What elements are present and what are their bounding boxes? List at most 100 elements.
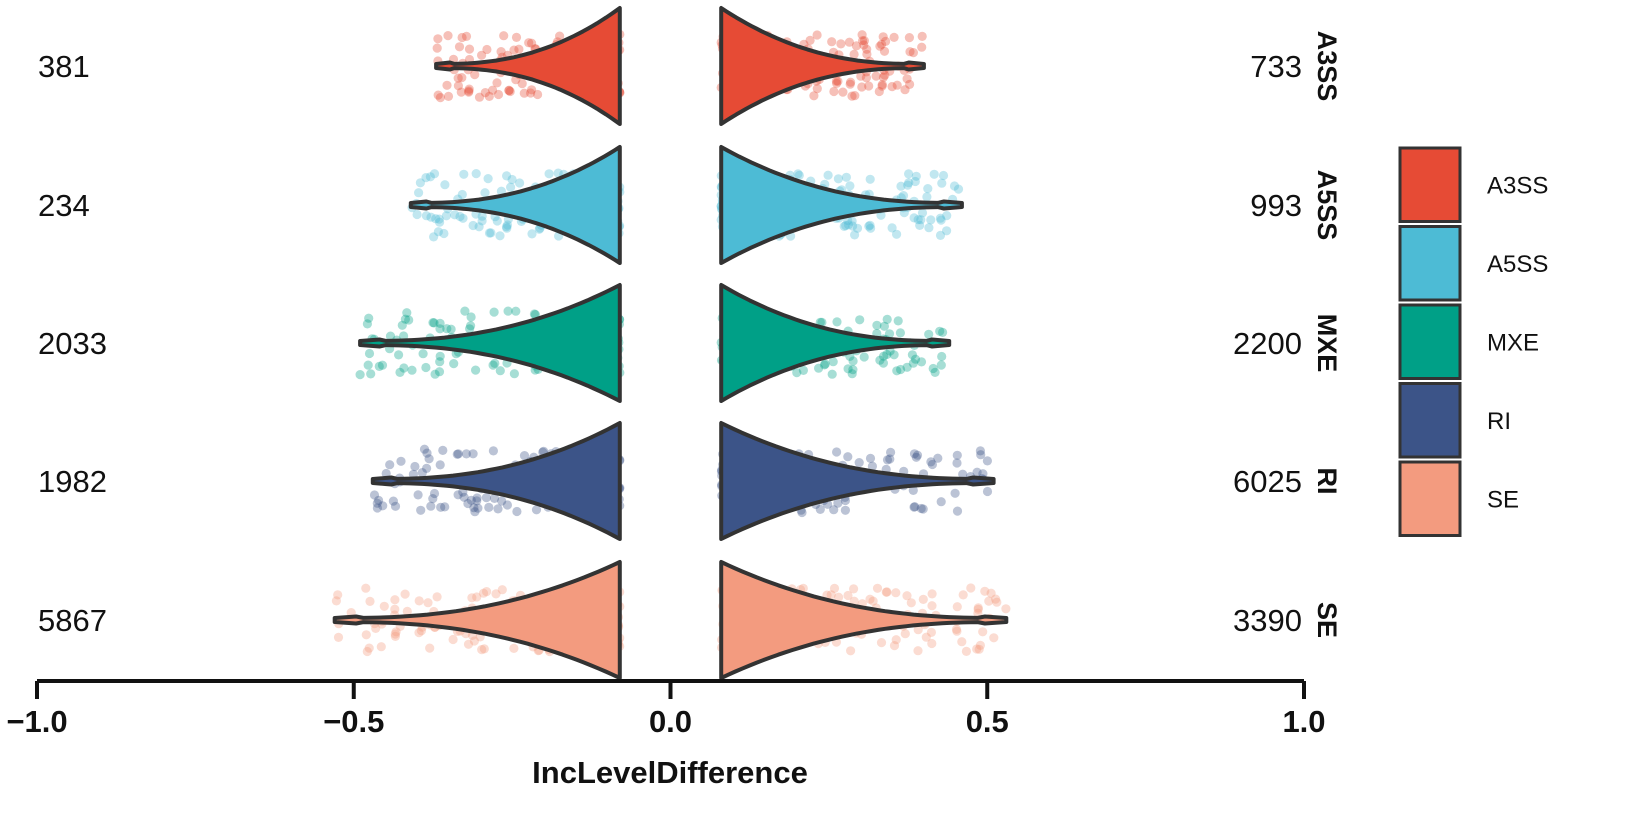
jitter-point	[453, 73, 463, 83]
jitter-point	[388, 496, 398, 506]
jitter-point	[439, 228, 449, 239]
jitter-point	[865, 594, 875, 604]
jitter-point	[833, 174, 844, 184]
jitter-point	[489, 493, 500, 503]
jitter-point	[429, 318, 439, 328]
jitter-point	[473, 503, 483, 513]
jitter-point	[952, 626, 962, 636]
count-left-a5ss: 234	[38, 188, 90, 223]
jitter-point	[433, 227, 443, 237]
jitter-point	[916, 357, 927, 367]
jitter-point	[896, 181, 906, 191]
jitter-point	[455, 211, 465, 222]
jitter-point	[544, 169, 554, 179]
jitter-point	[422, 463, 432, 473]
jitter-point	[872, 583, 883, 593]
jitter-point	[461, 449, 471, 459]
jitter-point	[847, 369, 857, 379]
jitter-point	[866, 223, 876, 233]
jitter-point	[414, 628, 424, 638]
jitter-point	[379, 601, 389, 611]
jitter-point	[509, 643, 519, 654]
jitter-point	[871, 71, 881, 81]
jitter-point	[514, 44, 524, 54]
jitter-point	[885, 454, 895, 464]
jitter-point	[827, 369, 837, 379]
jitter-point	[839, 221, 849, 231]
jitter-point	[448, 634, 458, 645]
jitter-point	[900, 629, 910, 639]
jitter-point	[464, 44, 475, 54]
jitter-point	[531, 505, 542, 515]
jitter-point	[844, 37, 855, 47]
jitter-point	[372, 498, 382, 508]
jitter-point	[864, 221, 874, 231]
jitter-point	[882, 587, 892, 597]
jitter-point	[949, 181, 960, 191]
jitter-point	[823, 170, 833, 180]
jitter-point	[980, 586, 990, 596]
jitter-point	[986, 588, 996, 598]
jitter-point	[495, 231, 505, 241]
jitter-point	[429, 232, 439, 242]
jitter-point	[850, 230, 860, 240]
jitter-point	[927, 638, 937, 649]
jitter-point	[390, 631, 400, 642]
jitter-point	[905, 47, 915, 57]
jitter-point	[978, 469, 988, 479]
jitter-point	[471, 365, 481, 375]
jitter-point	[430, 369, 440, 379]
jitter-point	[431, 214, 441, 224]
jitter-point	[927, 589, 937, 599]
jitter-point	[519, 451, 530, 461]
jitter-point	[404, 315, 414, 325]
jitter-point	[829, 505, 839, 515]
jitter-point	[526, 88, 536, 98]
jitter-point	[855, 315, 865, 325]
jitter-point	[893, 316, 903, 326]
jitter-point	[506, 182, 516, 192]
jitter-point	[364, 643, 374, 653]
jitter-point	[820, 359, 830, 369]
jitter-point	[527, 229, 537, 239]
jitter-point	[497, 585, 507, 595]
jitter-point	[958, 469, 968, 479]
jitter-point	[831, 76, 842, 86]
jitter-point	[910, 354, 921, 364]
jitter-point	[429, 488, 440, 499]
jitter-point	[362, 319, 372, 329]
jitter-point	[505, 86, 515, 97]
jitter-point	[984, 596, 994, 606]
jitter-point	[961, 646, 972, 657]
jitter-point	[469, 636, 479, 646]
jitter-point	[953, 184, 964, 194]
jitter-point	[881, 36, 891, 47]
jitter-point	[385, 460, 395, 470]
jitter-point	[434, 367, 445, 377]
jitter-point	[843, 220, 854, 230]
count-right-mxe: 2200	[1233, 326, 1302, 361]
jitter-point	[466, 495, 476, 505]
jitter-point	[435, 351, 445, 361]
jitter-point	[832, 447, 842, 457]
jitter-point	[926, 627, 937, 638]
jitter-point	[435, 318, 445, 328]
facet-label-mxe: MXE	[1312, 314, 1342, 373]
jitter-point	[957, 637, 967, 647]
jitter-point	[865, 453, 876, 463]
jitter-point	[477, 216, 487, 226]
jitter-point	[856, 71, 866, 81]
jitter-point	[433, 90, 443, 100]
jitter-point	[882, 349, 892, 360]
jitter-point	[414, 596, 424, 606]
jitter-point	[936, 215, 946, 225]
jitter-point	[394, 350, 404, 360]
jitter-point	[466, 321, 476, 331]
jitter-point	[923, 184, 933, 194]
jitter-point	[432, 592, 442, 602]
jitter-point	[903, 180, 913, 190]
jitter-point	[425, 172, 435, 182]
facet-label-a5ss: A5SS	[1312, 170, 1342, 241]
jitter-point	[502, 220, 513, 230]
